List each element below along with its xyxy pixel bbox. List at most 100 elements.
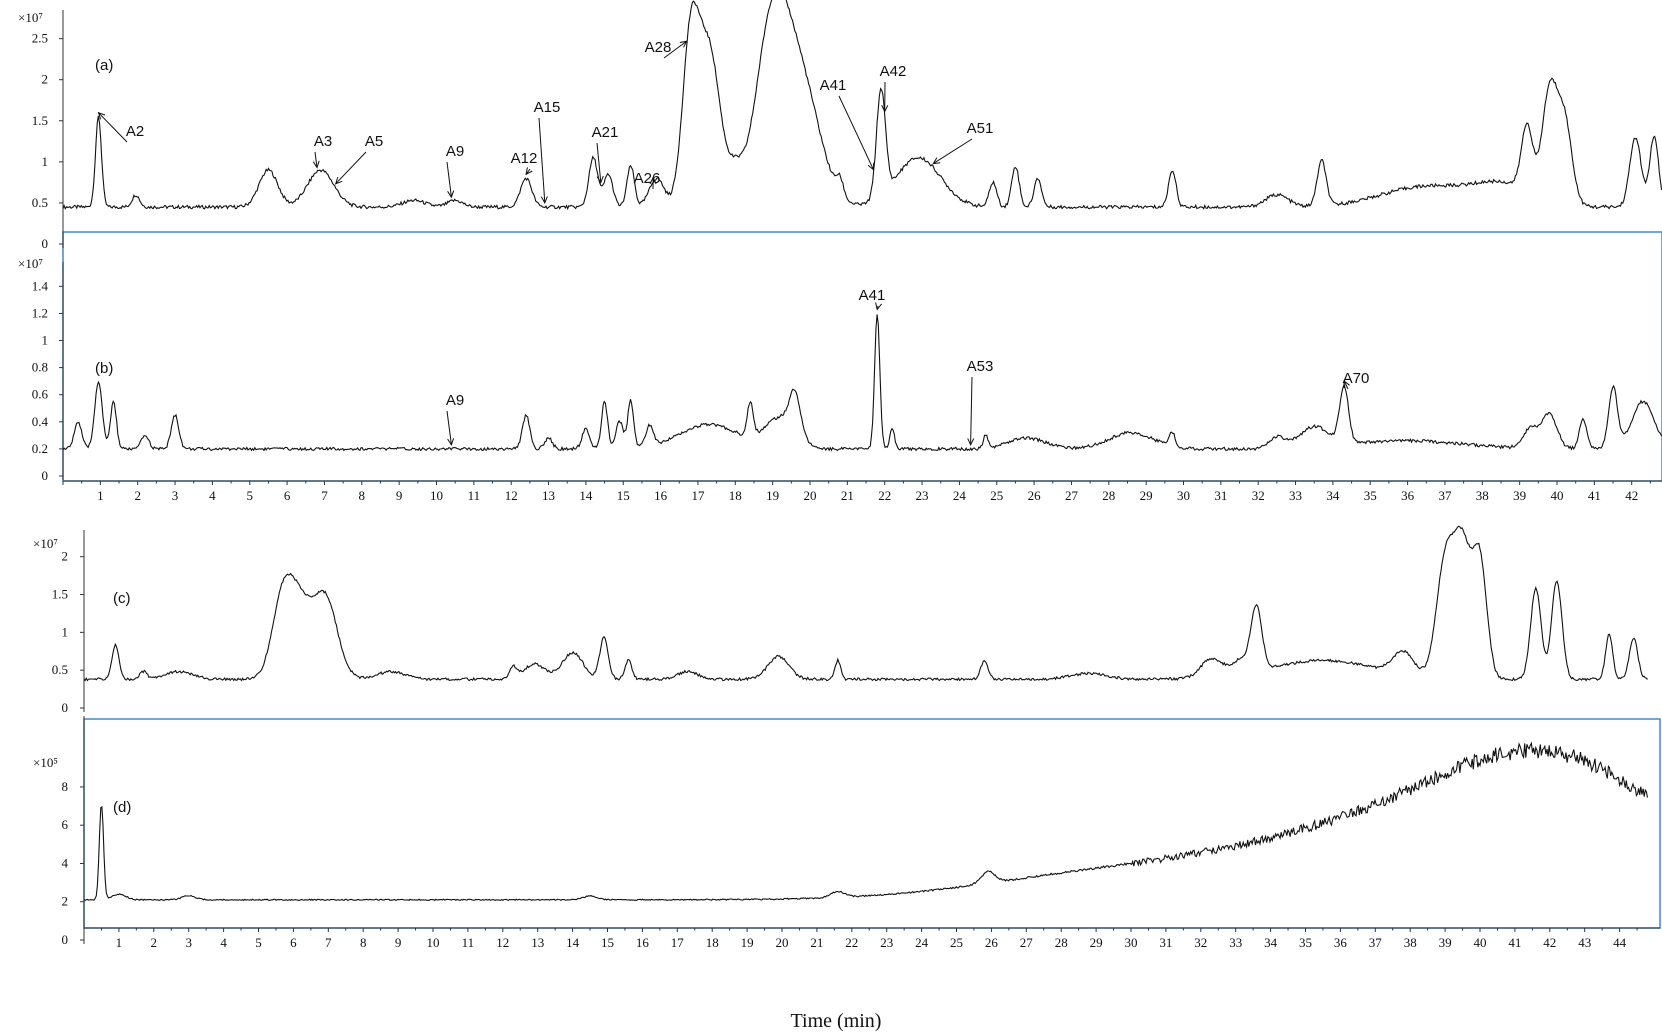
x-axis-label: Time (min) — [791, 1010, 882, 1032]
y-tick-label: 0 — [62, 932, 69, 947]
y-tick-label: 0.2 — [32, 441, 48, 456]
peak-annotation-arrowhead — [1343, 379, 1350, 388]
x-tick-label: 40 — [1474, 935, 1487, 950]
x-tick-label: 5 — [247, 488, 254, 503]
x-tick-label: 17 — [671, 935, 685, 950]
peak-annotation-label: A41 — [859, 287, 886, 304]
x-tick-label: 31 — [1159, 935, 1172, 950]
y-tick-label: 1.4 — [32, 278, 49, 293]
peak-annotation-label: A15 — [534, 99, 561, 116]
peak-annotation-arrowhead — [334, 176, 343, 185]
peak-annotation-label: A9 — [446, 143, 464, 160]
y-tick-label: 1.2 — [32, 305, 48, 320]
x-tick-label: 26 — [1028, 488, 1042, 503]
x-tick-label: 14 — [579, 488, 593, 503]
x-tick-label: 27 — [1020, 935, 1034, 950]
x-tick-label: 7 — [321, 488, 328, 503]
x-tick-label: 1 — [116, 935, 123, 950]
x-tick-label: 35 — [1364, 488, 1377, 503]
x-tick-label: 8 — [360, 935, 367, 950]
panel-label: (a) — [95, 57, 113, 74]
x-tick-label: 15 — [601, 935, 614, 950]
x-tick-label: 42 — [1543, 935, 1556, 950]
y-multiplier-label: ×10⁷ — [18, 10, 43, 25]
peak-annotation-label: A41 — [820, 77, 847, 94]
x-tick-label: 4 — [220, 935, 227, 950]
peak-annotation-arrowhead — [447, 190, 455, 199]
x-tick-label: 14 — [566, 935, 580, 950]
y-tick-label: 1 — [42, 154, 49, 169]
x-tick-label: 21 — [810, 935, 823, 950]
panel-frame — [83, 718, 1661, 929]
peak-annotation-arrow — [663, 40, 688, 59]
x-tick-label: 28 — [1102, 488, 1115, 503]
x-tick-label: 8 — [359, 488, 366, 503]
x-tick-label: 35 — [1299, 935, 1312, 950]
x-tick-label: 23 — [880, 935, 893, 950]
x-tick-label: 7 — [325, 935, 332, 950]
peak-annotation-arrow — [538, 117, 546, 203]
peak-annotation-label: A5 — [365, 133, 383, 150]
x-tick-label: 37 — [1438, 488, 1452, 503]
x-tick-label: 32 — [1252, 488, 1265, 503]
x-tick-label: 15 — [617, 488, 630, 503]
peak-annotation-label: A26 — [634, 170, 661, 187]
peak-annotation-label: A42 — [880, 63, 907, 80]
x-tick-label: 29 — [1090, 935, 1103, 950]
peak-annotation-arrowhead — [881, 104, 889, 113]
y-tick-label: 0.4 — [32, 414, 49, 429]
peak-annotation-label: A12 — [511, 150, 538, 167]
peak-annotations: A2 A3 A5 A9 A12 A15 A21 A26 A28 A41 A42 A51 A9 A41 A53… — [97, 39, 1369, 447]
x-tick-label: 16 — [654, 488, 668, 503]
x-tick-label: 16 — [636, 935, 650, 950]
y-multiplier-label: ×10⁷ — [33, 536, 58, 551]
x-tick-label: 30 — [1177, 488, 1190, 503]
x-tick-label: 23 — [916, 488, 929, 503]
panel-label: (c) — [113, 590, 131, 607]
y-tick-label: 0.5 — [32, 195, 48, 210]
chromatogram-trace — [83, 525, 1648, 682]
panel-label: (b) — [95, 360, 113, 377]
x-tick-label: 20 — [804, 488, 817, 503]
peak-annotation-arrowhead — [97, 111, 106, 120]
peak-annotation-arrowhead — [312, 160, 320, 169]
y-tick-label: 1 — [42, 333, 49, 348]
chromatogram-trace — [83, 741, 1649, 902]
peak-annotation-label: A9 — [446, 392, 464, 409]
chromatogram-traces — [62, 0, 1662, 902]
x-tick-label: 29 — [1140, 488, 1153, 503]
x-tick-label: 25 — [950, 935, 963, 950]
x-tick-label: 41 — [1588, 488, 1601, 503]
x-tick-label: 28 — [1055, 935, 1068, 950]
x-tick-label: 44 — [1613, 935, 1627, 950]
y-tick-label: 2 — [62, 549, 69, 564]
panel-frame — [62, 231, 1662, 482]
peak-annotation-arrow — [446, 410, 452, 445]
y-tick-label: 0 — [62, 700, 69, 715]
x-tick-label: 13 — [542, 488, 555, 503]
peak-annotation-label: A2 — [126, 123, 144, 140]
axes: 0 0.5 1 1.5 2 2.5 ×10⁷ (a) 0 0.2 0.4 0.6 0.8 1 1.2 1.4 ×… — [18, 10, 1662, 950]
peak-annotation-arrow — [98, 112, 128, 143]
peak-annotation-label: A3 — [314, 133, 332, 150]
x-tick-label: 9 — [396, 488, 403, 503]
peak-annotation-label: A21 — [592, 124, 619, 141]
peak-annotation-arrowhead — [875, 302, 882, 311]
x-tick-label: 3 — [185, 935, 192, 950]
panel-frames — [62, 231, 1662, 929]
x-tick-label: 37 — [1369, 935, 1383, 950]
x-tick-label: 10 — [427, 935, 440, 950]
x-tick-label: 26 — [985, 935, 999, 950]
x-tick-label: 27 — [1065, 488, 1079, 503]
x-tick-label: 38 — [1476, 488, 1489, 503]
peak-annotation-arrow — [446, 161, 452, 198]
y-tick-label: 1 — [62, 624, 69, 639]
x-tick-label: 2 — [151, 935, 158, 950]
chromatogram-trace — [62, 314, 1662, 452]
x-tick-label: 21 — [841, 488, 854, 503]
x-tick-label: 22 — [845, 935, 858, 950]
y-multiplier-label: ×10⁷ — [18, 256, 43, 271]
peak-annotation-arrowhead — [967, 438, 975, 446]
x-tick-label: 40 — [1551, 488, 1564, 503]
x-tick-label: 41 — [1508, 935, 1521, 950]
